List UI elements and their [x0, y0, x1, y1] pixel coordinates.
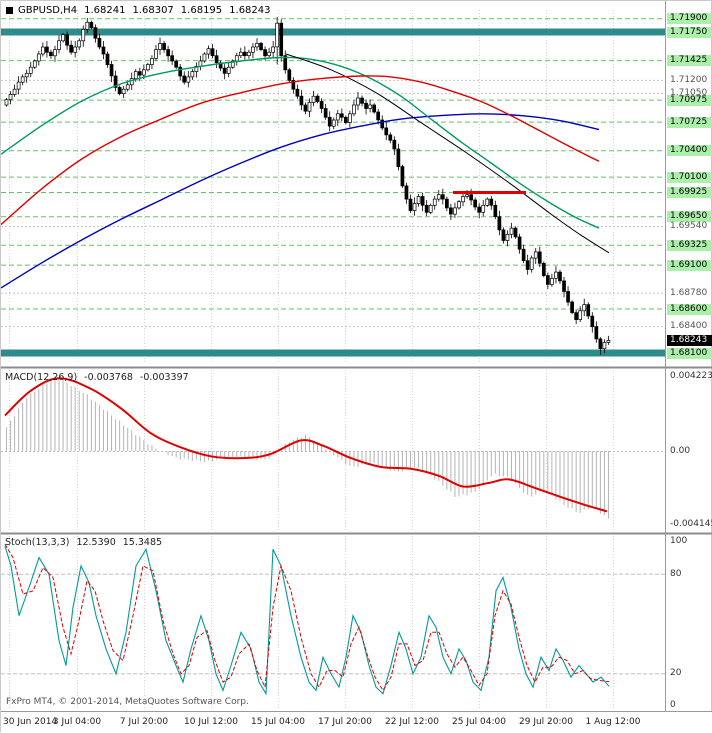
symbol-period-label: GBPUSD,H4	[18, 5, 78, 16]
price-axis-label: 1.70975	[667, 95, 712, 106]
stoch-axis-label: 100	[670, 536, 688, 546]
price-axis-label: 1.69650	[667, 211, 712, 222]
macd-indicator-label: MACD(12,26,9)	[5, 372, 78, 383]
price-levels	[1, 18, 665, 357]
stoch-indicator-label: Stoch(13,3,3)	[5, 537, 70, 548]
time-axis-label: 15 Jul 04:00	[251, 717, 305, 727]
price-axis-label: 1.68100	[667, 348, 712, 359]
ma-blue-line	[1, 113, 600, 289]
time-axis-label: 30 Jun 2014	[3, 717, 58, 727]
time-axis-label: 1 Aug 12:00	[585, 717, 641, 727]
price-axis-label: 1.70100	[667, 172, 712, 183]
time-axis-label: 22 Jul 12:00	[385, 717, 439, 727]
time-axis-label: 29 Jul 20:00	[519, 717, 573, 727]
macd-axis-label: -0.004145	[670, 519, 712, 529]
stoch-axis-label: 0	[670, 700, 676, 710]
macd-signal-value: -0.003397	[139, 372, 189, 383]
candlesticks	[4, 17, 611, 355]
price-axis-label: 1.71425	[667, 55, 712, 66]
time-axis-label: 3 Jul 04:00	[52, 717, 102, 727]
stoch-k-value: 12.5390	[76, 537, 116, 548]
grid-lines	[9, 10, 614, 709]
stoch-k-line	[4, 545, 610, 696]
price-axis-label: 1.71900	[667, 13, 712, 24]
time-axis-label: 25 Jul 04:00	[452, 717, 506, 727]
price-axis-label: 1.70725	[667, 117, 712, 128]
time-axis-label: 17 Jul 20:00	[318, 717, 372, 727]
price-axis-label: 1.69540	[670, 221, 708, 231]
stoch-d-line	[4, 544, 610, 692]
macd-legend: MACD(12,26,9) -0.003768 -0.003397	[5, 372, 189, 383]
time-axis[interactable]: 30 Jun 2014 3 Jul 04:00 7 Jul 20:00 10 Jul …	[1, 712, 712, 733]
price-axis-label: 1.69325	[667, 240, 712, 251]
quote-close: 1.68243	[229, 5, 271, 16]
macd-axis-label: 0.004223	[670, 371, 712, 381]
time-axis-label: 10 Jul 12:00	[184, 717, 238, 727]
ma-green-line	[1, 56, 600, 229]
chart-symbol-icon	[6, 6, 13, 14]
price-axis-label: 1.69925	[667, 187, 712, 198]
macd-histogram	[6, 376, 609, 519]
quote-high: 1.68307	[132, 5, 174, 16]
terminal-copyright: FxPro MT4, © 2001-2014, MetaQuotes Softw…	[6, 697, 249, 707]
ma-red-line	[1, 75, 600, 226]
price-axis-label: 1.71750	[667, 27, 712, 38]
stoch-legend: Stoch(13,3,3) 12.5390 15.3485	[5, 537, 162, 548]
macd-value: -0.003768	[84, 372, 133, 383]
stoch-axis-label: 80	[670, 569, 682, 579]
price-axis-label: 1.69100	[667, 260, 712, 271]
price-axis-label: 1.70400	[667, 145, 712, 156]
quote-open: 1.68241	[84, 5, 126, 16]
price-axis[interactable]: 1.71900 1.71750 1.71425 1.71200 1.71050 1.709…	[666, 1, 712, 712]
price-axis-label: 1.71050	[670, 88, 708, 98]
stoch-d-value: 15.3485	[122, 537, 163, 548]
quote-low: 1.68195	[180, 5, 223, 16]
price-axis-label: 1.71200	[670, 75, 708, 85]
macd-axis-label: 0.00	[670, 446, 691, 456]
current-price-label: 1.68243	[667, 335, 712, 346]
price-axis-label: 1.68780	[670, 288, 708, 298]
time-axis-label: 7 Jul 20:00	[119, 717, 169, 727]
chart-legend: GBPUSD,H4 1.68241 1.68307 1.68195 1.68243	[6, 5, 271, 16]
macd-signal-line	[4, 377, 608, 513]
stoch-axis-label: 20	[670, 668, 682, 678]
price-axis-label: 1.68400	[670, 321, 708, 331]
price-axis-label: 1.68600	[667, 304, 712, 315]
trendline-black	[285, 53, 610, 254]
